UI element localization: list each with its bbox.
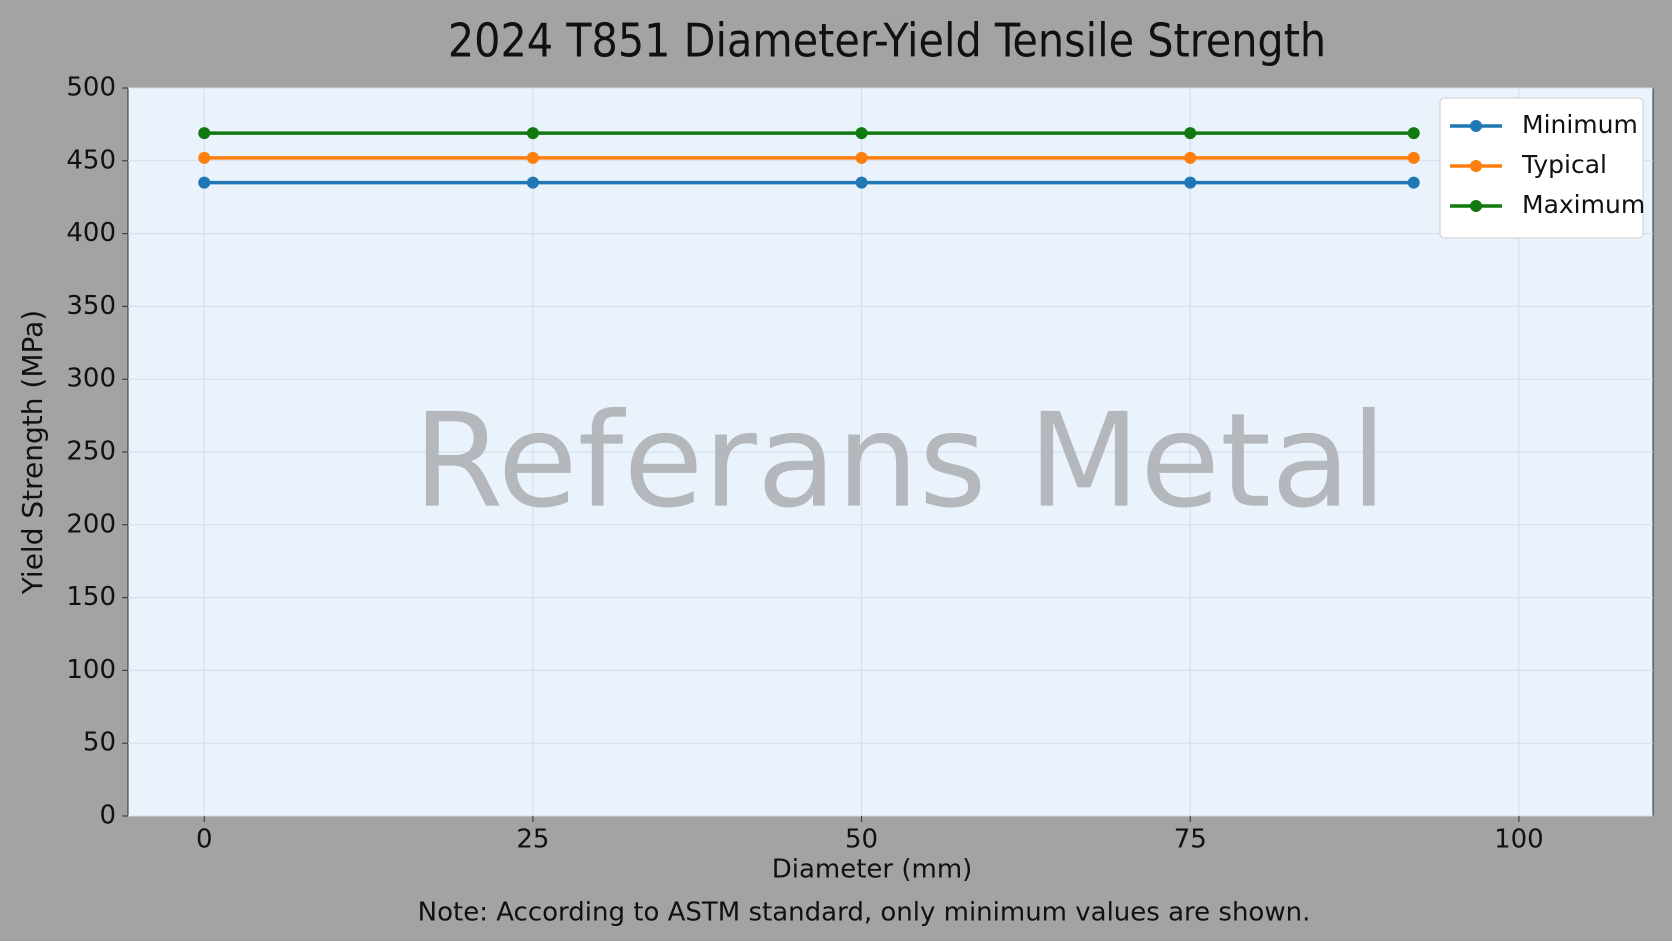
x-tick-label: 25 <box>516 825 549 855</box>
data-point <box>1184 151 1197 164</box>
data-point <box>855 151 868 164</box>
legend-label: Minimum <box>1522 110 1638 139</box>
data-point <box>198 176 211 189</box>
data-point <box>1184 127 1197 140</box>
y-tick-label: 400 <box>66 218 116 248</box>
y-tick-label: 500 <box>66 73 116 103</box>
y-tick-label: 250 <box>66 437 116 467</box>
y-axis-label: Yield Strength (MPa) <box>16 310 49 595</box>
x-tick-label: 50 <box>845 825 878 855</box>
data-point <box>198 151 211 164</box>
y-tick-label: 200 <box>66 509 116 539</box>
legend-marker <box>1470 120 1482 132</box>
y-tick-label: 150 <box>66 582 116 612</box>
chart-title: 2024 T851 Diameter-Yield Tensile Strengt… <box>448 14 1326 68</box>
watermark: Referans Metal <box>413 385 1387 537</box>
y-tick-label: 450 <box>66 145 116 175</box>
y-tick-label: 350 <box>66 291 116 321</box>
data-point <box>526 176 539 189</box>
data-point <box>1407 127 1420 140</box>
data-point <box>1407 176 1420 189</box>
x-tick-label: 0 <box>196 825 213 855</box>
data-point <box>198 127 211 140</box>
data-point <box>1407 151 1420 164</box>
legend-box <box>1439 97 1644 239</box>
note: Note: According to ASTM standard, only m… <box>418 898 1311 928</box>
x-tick-label: 75 <box>1174 825 1207 855</box>
legend-label: Typical <box>1521 150 1607 179</box>
legend-label: Maximum <box>1522 190 1645 219</box>
y-tick-label: 100 <box>66 655 116 685</box>
y-tick-label: 50 <box>83 728 116 758</box>
data-point <box>855 127 868 140</box>
x-tick-label: 100 <box>1494 825 1544 855</box>
data-point <box>526 151 539 164</box>
y-tick-label: 300 <box>66 364 116 394</box>
legend-marker <box>1470 200 1482 212</box>
y-tick-label: 0 <box>99 801 116 831</box>
x-axis-label: Diameter (mm) <box>772 855 973 885</box>
data-point <box>1184 176 1197 189</box>
legend-marker <box>1470 160 1482 172</box>
data-point <box>855 176 868 189</box>
data-point <box>526 127 539 140</box>
